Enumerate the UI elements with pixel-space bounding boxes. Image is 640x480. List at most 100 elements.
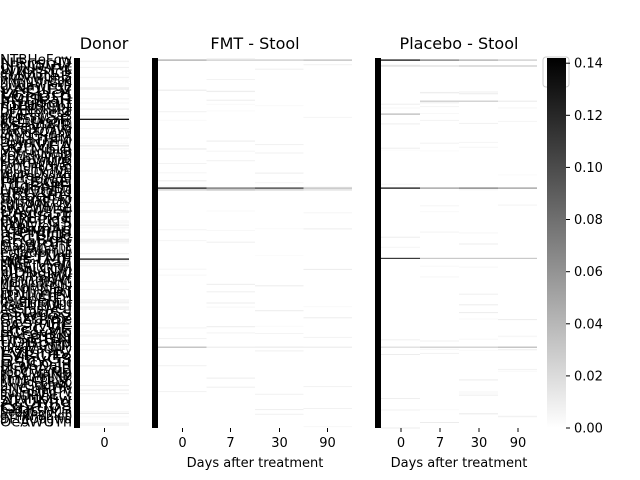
row-label-glyphs: NTBHeFcw xyxy=(0,53,72,68)
row-label-glyphs: LVlsmv xyxy=(0,346,72,361)
faint-cell xyxy=(459,318,498,320)
heatmap-cell xyxy=(420,113,459,115)
faint-cell xyxy=(420,352,459,354)
row-label-glyphs: gsdcswSaS xyxy=(0,110,72,125)
row-label-glyphs: unvGddWv xyxy=(0,379,72,394)
faint-cell xyxy=(255,255,304,256)
row-label-glyphs: tNlEnAan xyxy=(0,256,72,271)
row-label-glyphs: DNWNSInGoN xyxy=(0,76,72,91)
colorbar-tick-label: 0.00 xyxy=(574,422,603,437)
row-label-glyphs: aCFovMo xyxy=(0,326,72,341)
faint-cell xyxy=(80,87,129,89)
row-label-glyphs: MPRWeGENDU xyxy=(0,279,72,294)
row-label-glyphs: iGBnmAg xyxy=(0,223,72,238)
row-label-glyphs: pSCoTI xyxy=(0,356,72,371)
row-label-glyphs: IntdLV xyxy=(0,372,72,387)
faint-cell xyxy=(459,232,498,234)
row-label-glyphs: wtsTMF xyxy=(0,253,72,268)
faint-cell xyxy=(381,64,420,66)
row-label-glyphs: Ogcivs xyxy=(0,402,72,417)
colorbar-tick-label: 0.14 xyxy=(574,57,603,72)
faint-cell xyxy=(80,145,129,146)
row-label-glyphs: oesinPL xyxy=(0,316,73,331)
row-label-glyphs: LoiCTUnI xyxy=(0,249,72,264)
x-tick-label: 7 xyxy=(436,436,444,451)
faint-cell xyxy=(303,408,352,409)
faint-cell xyxy=(80,143,129,145)
row-label-glyphs: PFiEGE xyxy=(0,176,72,191)
heatmap-cell xyxy=(420,257,459,259)
faint-cell xyxy=(459,304,498,306)
heatmap-cell xyxy=(158,346,207,348)
faint-cell xyxy=(158,240,207,242)
donor-row-ticks xyxy=(74,58,80,428)
faint-cell xyxy=(158,148,207,150)
heatmap-cell xyxy=(498,59,537,61)
faint-cell xyxy=(420,265,459,267)
row-label-glyphs: ALUMId xyxy=(0,396,72,411)
faint-cell xyxy=(420,340,459,342)
faint-cell xyxy=(80,411,129,413)
faint-cell xyxy=(80,242,129,244)
faint-cell xyxy=(158,391,207,393)
faint-cell xyxy=(80,240,129,242)
row-label-glyphs: BRRAmfHNnb xyxy=(0,369,72,384)
row-label-smear: NTBHeFcwNErsnDgPNWVvtuidsFtgVAlrlBRiGesU… xyxy=(0,53,73,431)
fmt-row-ticks xyxy=(152,58,158,428)
faint-cell xyxy=(80,102,129,104)
row-label-glyphs: uidsFt xyxy=(0,63,72,78)
faint-cell xyxy=(158,274,207,276)
row-label-glyphs: gFhDCHGPA xyxy=(0,130,72,145)
faint-cell xyxy=(80,76,129,78)
x-tick-label: 0 xyxy=(100,436,108,451)
faint-cell xyxy=(381,147,420,149)
x-tick-label: 30 xyxy=(471,436,488,451)
faint-cell xyxy=(381,354,420,355)
colorbar-tick-label: 0.02 xyxy=(574,369,603,384)
faint-cell xyxy=(303,268,352,270)
faint-cell xyxy=(381,409,420,411)
faint-cell xyxy=(80,211,129,213)
faint-cell xyxy=(459,243,498,245)
row-label-glyphs: EoTPShW xyxy=(0,269,72,284)
heatmap-cell xyxy=(498,257,537,259)
faint-cell xyxy=(381,107,420,109)
heatmap-cell xyxy=(303,189,352,191)
row-label-glyphs: SoUvAVNvpbh xyxy=(0,199,72,214)
panel-title-donor: Donor xyxy=(80,34,129,53)
faint-cell xyxy=(206,210,255,212)
faint-cell xyxy=(498,174,537,176)
row-label-glyphs: EIfTSuT xyxy=(0,209,72,224)
faint-cell xyxy=(206,306,255,308)
faint-cell xyxy=(206,103,255,105)
faint-cell xyxy=(158,163,207,164)
row-label-glyphs: vAOiFV xyxy=(0,83,72,98)
faint-cell xyxy=(206,79,255,80)
faint-cell xyxy=(80,330,129,332)
faint-cell xyxy=(158,338,207,340)
heatmap-cell xyxy=(420,100,459,102)
row-label-glyphs: afPMHh xyxy=(0,226,72,241)
row-label-glyphs: IoiebErFn xyxy=(0,293,72,308)
row-label-glyphs: BWcAfldmdA xyxy=(0,259,72,274)
faint-cell xyxy=(498,335,537,337)
row-label-glyphs: trSBBN xyxy=(0,333,72,348)
faint-cell xyxy=(80,226,129,228)
faint-cell xyxy=(206,326,255,328)
faint-cell xyxy=(80,416,129,418)
faint-cell xyxy=(80,66,129,68)
faint-cell xyxy=(158,111,207,113)
faint-cell xyxy=(303,228,352,230)
row-label-glyphs: HcwSDalH xyxy=(0,359,72,374)
faint-cell xyxy=(255,105,304,107)
faint-cell xyxy=(498,107,537,109)
faint-cell xyxy=(158,180,207,182)
faint-cell xyxy=(420,150,459,152)
faint-cell xyxy=(80,222,129,224)
row-label-glyphs: HfsOMNEiPr xyxy=(0,283,73,298)
row-label-glyphs: COGrECWhdG xyxy=(0,153,72,168)
faint-cell xyxy=(459,266,498,268)
faint-cell xyxy=(255,350,304,352)
row-label-glyphs: NErsnD xyxy=(0,56,72,71)
faint-cell xyxy=(498,349,537,351)
